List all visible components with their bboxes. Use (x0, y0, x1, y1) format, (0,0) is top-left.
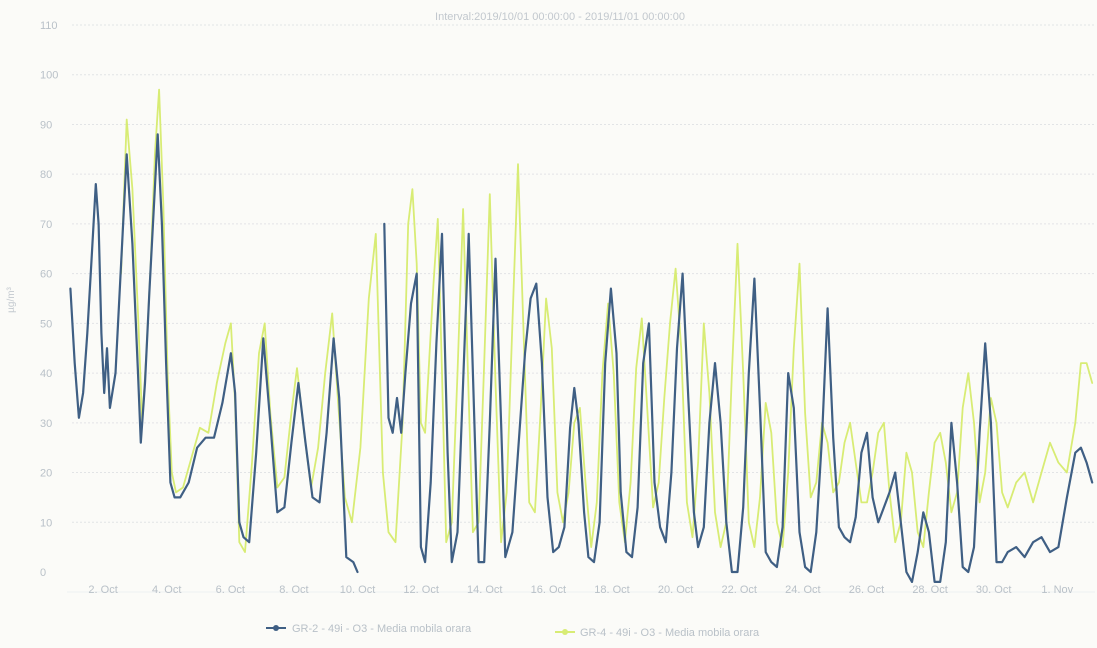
x-tick-label-3: 6. Oct (216, 584, 245, 596)
y-tick-label-50: 50 (40, 318, 52, 330)
grid-layer (72, 24, 1095, 523)
x-tick-label-11: 22. Oct (721, 584, 756, 596)
series-line-gr4 (120, 88, 1094, 553)
y-tick-label-80: 80 (40, 169, 52, 181)
x-tick-label-13: 26. Oct (849, 584, 884, 596)
series-gr2 (69, 133, 1094, 583)
y-tick-label-20: 20 (40, 468, 52, 480)
y-tick-label-70: 70 (40, 219, 52, 231)
y-tick-label-30: 30 (40, 418, 52, 430)
x-axis-ticks: 2. Oct 4. Oct 6. Oct 8. Oct 10. Oct 12. Oct 14… (67, 584, 1095, 596)
x-tick-label-12: 24. Oct (785, 584, 820, 596)
series-gr4 (120, 88, 1094, 553)
x-tick-label-8: 16. Oct (531, 584, 566, 596)
y-tick-label-40: 40 (40, 368, 52, 380)
y-tick-label-60: 60 (40, 269, 52, 281)
x-tick-label-10: 20. Oct (658, 584, 693, 596)
chart-title: Interval:2019/10/01 00:00:00 - 2019/11/0… (435, 11, 685, 23)
x-tick-label-7: 14. Oct (467, 584, 502, 596)
x-tick-label-15: 30. Oct (976, 584, 1011, 596)
legend[interactable]: GR-2 - 49i - O3 - Media mobila orara GR-… (266, 623, 760, 639)
x-tick-label-5: 10. Oct (340, 584, 375, 596)
legend-item-gr2[interactable]: GR-2 - 49i - O3 - Media mobila orara (266, 623, 472, 635)
y-tick-label-110: 110 (40, 20, 58, 32)
legend-label-gr2: GR-2 - 49i - O3 - Media mobila orara (292, 623, 472, 635)
series-layer (69, 88, 1094, 583)
x-tick-label-9: 18. Oct (594, 584, 629, 596)
y-axis-ticks: 0 10 20 30 40 50 60 70 80 90 100 110 (40, 20, 58, 579)
legend-item-gr4[interactable]: GR-4 - 49i - O3 - Media mobila orara (555, 627, 760, 639)
legend-marker-gr2 (273, 625, 279, 631)
x-tick-label-2: 4. Oct (152, 584, 181, 596)
y-tick-label-90: 90 (40, 119, 52, 131)
x-tick-label-1: 2. Oct (88, 584, 117, 596)
legend-label-gr4: GR-4 - 49i - O3 - Media mobila orara (580, 627, 760, 639)
y-tick-label-0: 0 (40, 567, 46, 579)
y-tick-label-10: 10 (40, 517, 52, 529)
legend-marker-gr4 (562, 629, 568, 635)
x-tick-label-6: 12. Oct (403, 584, 438, 596)
x-tick-label-16: 1. Nov (1041, 584, 1073, 596)
y-axis-label: µg/m³ (6, 286, 17, 312)
y-tick-label-100: 100 (40, 70, 58, 82)
x-tick-label-4: 8. Oct (279, 584, 308, 596)
series-line-gr2 (69, 133, 1094, 583)
x-tick-label-14: 28. Oct (912, 584, 947, 596)
